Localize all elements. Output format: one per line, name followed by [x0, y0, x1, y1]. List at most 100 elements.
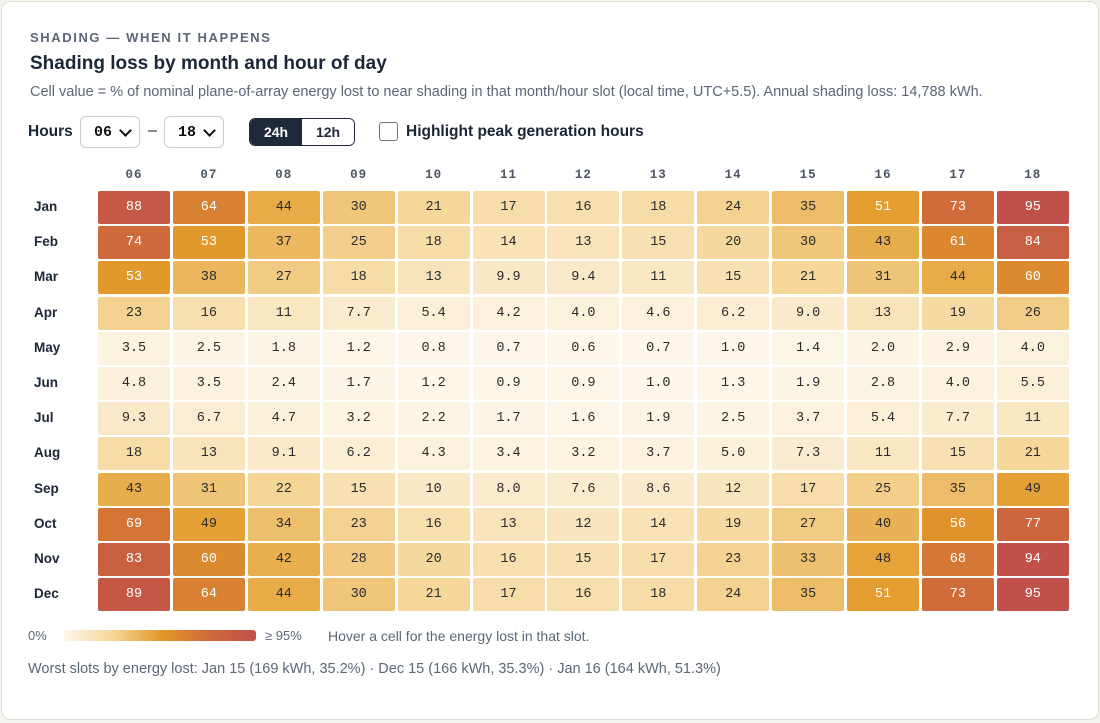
heatmap-cell[interactable]: 15 — [921, 437, 994, 471]
heatmap-cell[interactable]: 1.9 — [772, 367, 845, 400]
heatmap-cell[interactable]: 7.6 — [547, 472, 620, 506]
heatmap-cell[interactable]: 31 — [847, 261, 919, 295]
heatmap-cell[interactable]: 3.2 — [547, 437, 620, 471]
heatmap-cell[interactable]: 51 — [847, 578, 919, 612]
heatmap-cell[interactable]: 77 — [996, 507, 1069, 541]
heatmap-cell[interactable]: 2.4 — [247, 367, 320, 400]
heatmap-cell[interactable]: 56 — [921, 507, 994, 541]
heatmap-cell[interactable]: 1.4 — [772, 331, 845, 365]
heatmap-cell[interactable]: 14 — [622, 507, 695, 541]
heatmap-cell[interactable]: 44 — [921, 261, 994, 295]
heatmap-cell[interactable]: 4.6 — [622, 296, 695, 330]
heatmap-cell[interactable]: 88 — [98, 191, 170, 224]
heatmap-cell[interactable]: 5.5 — [996, 367, 1069, 400]
heatmap-cell[interactable]: 19 — [921, 296, 994, 330]
heatmap-cell[interactable]: 95 — [996, 191, 1069, 224]
heatmap-cell[interactable]: 18 — [622, 191, 695, 224]
heatmap-cell[interactable]: 15 — [547, 543, 620, 576]
heatmap-cell[interactable]: 8.6 — [622, 472, 695, 506]
heatmap-cell[interactable]: 40 — [847, 507, 919, 541]
heatmap-cell[interactable]: 15 — [622, 226, 695, 260]
heatmap-cell[interactable]: 3.7 — [772, 402, 845, 436]
heatmap-cell[interactable]: 24 — [697, 191, 770, 224]
heatmap-cell[interactable]: 8.0 — [472, 472, 545, 506]
heatmap-cell[interactable]: 9.0 — [772, 296, 845, 330]
heatmap-cell[interactable]: 15 — [697, 261, 770, 295]
heatmap-cell[interactable]: 12 — [547, 507, 620, 541]
heatmap-cell[interactable]: 24 — [697, 578, 770, 612]
heatmap-cell[interactable]: 27 — [772, 507, 845, 541]
heatmap-cell[interactable]: 4.0 — [996, 331, 1069, 365]
highlight-peak-label[interactable]: Highlight peak generation hours — [406, 123, 644, 140]
heatmap-cell[interactable]: 17 — [472, 578, 545, 612]
heatmap-cell[interactable]: 73 — [921, 191, 994, 224]
heatmap-cell[interactable]: 1.2 — [322, 331, 395, 365]
heatmap-cell[interactable]: 0.6 — [547, 331, 620, 365]
heatmap-cell[interactable]: 6.2 — [697, 296, 770, 330]
hour-to-select[interactable]: 18 — [164, 116, 224, 148]
heatmap-cell[interactable]: 73 — [921, 578, 994, 612]
heatmap-cell[interactable]: 33 — [772, 543, 845, 576]
heatmap-cell[interactable]: 0.7 — [622, 331, 695, 365]
heatmap-cell[interactable]: 17 — [472, 191, 545, 224]
heatmap-cell[interactable]: 30 — [322, 578, 395, 612]
heatmap-cell[interactable]: 28 — [322, 543, 395, 576]
heatmap-cell[interactable]: 9.9 — [472, 261, 545, 295]
heatmap-cell[interactable]: 95 — [996, 578, 1069, 612]
highlight-peak-checkbox[interactable] — [379, 122, 398, 141]
heatmap-cell[interactable]: 27 — [247, 261, 320, 295]
heatmap-cell[interactable]: 22 — [247, 472, 320, 506]
heatmap-cell[interactable]: 20 — [397, 543, 470, 576]
heatmap-cell[interactable]: 43 — [847, 226, 919, 260]
heatmap-cell[interactable]: 3.7 — [622, 437, 695, 471]
heatmap-cell[interactable]: 7.7 — [921, 402, 994, 436]
hour-from-select[interactable]: 06 — [80, 116, 140, 148]
heatmap-cell[interactable]: 34 — [247, 507, 320, 541]
heatmap-cell[interactable]: 23 — [697, 543, 770, 576]
heatmap-cell[interactable]: 23 — [322, 507, 395, 541]
format-12h-button[interactable]: 12h — [302, 119, 354, 145]
heatmap-cell[interactable]: 2.5 — [697, 402, 770, 436]
heatmap-cell[interactable]: 25 — [322, 226, 395, 260]
heatmap-cell[interactable]: 15 — [322, 472, 395, 506]
heatmap-cell[interactable]: 4.8 — [98, 367, 170, 400]
heatmap-cell[interactable]: 94 — [996, 543, 1069, 576]
heatmap-cell[interactable]: 9.1 — [247, 437, 320, 471]
heatmap-cell[interactable]: 2.8 — [847, 367, 919, 400]
heatmap-cell[interactable]: 51 — [847, 191, 919, 224]
heatmap-cell[interactable]: 11 — [247, 296, 320, 330]
heatmap-cell[interactable]: 6.2 — [322, 437, 395, 471]
heatmap-cell[interactable]: 17 — [622, 543, 695, 576]
heatmap-cell[interactable]: 3.4 — [472, 437, 545, 471]
heatmap-cell[interactable]: 0.8 — [397, 331, 470, 365]
heatmap-cell[interactable]: 18 — [98, 437, 170, 471]
heatmap-cell[interactable]: 64 — [172, 578, 245, 612]
heatmap-cell[interactable]: 4.3 — [397, 437, 470, 471]
heatmap-cell[interactable]: 16 — [547, 191, 620, 224]
heatmap-cell[interactable]: 17 — [772, 472, 845, 506]
heatmap-cell[interactable]: 30 — [772, 226, 845, 260]
heatmap-cell[interactable]: 3.2 — [322, 402, 395, 436]
heatmap-cell[interactable]: 18 — [397, 226, 470, 260]
heatmap-cell[interactable]: 14 — [472, 226, 545, 260]
heatmap-cell[interactable]: 1.9 — [622, 402, 695, 436]
heatmap-cell[interactable]: 69 — [98, 507, 170, 541]
heatmap-cell[interactable]: 38 — [172, 261, 245, 295]
heatmap-cell[interactable]: 3.5 — [172, 367, 245, 400]
heatmap-cell[interactable]: 23 — [98, 296, 170, 330]
heatmap-cell[interactable]: 49 — [996, 472, 1069, 506]
heatmap-cell[interactable]: 5.4 — [847, 402, 919, 436]
heatmap-cell[interactable]: 30 — [322, 191, 395, 224]
heatmap-cell[interactable]: 13 — [397, 261, 470, 295]
heatmap-cell[interactable]: 16 — [397, 507, 470, 541]
heatmap-cell[interactable]: 13 — [172, 437, 245, 471]
heatmap-cell[interactable]: 7.7 — [322, 296, 395, 330]
format-24h-button[interactable]: 24h — [250, 119, 302, 145]
heatmap-cell[interactable]: 20 — [697, 226, 770, 260]
heatmap-cell[interactable]: 49 — [172, 507, 245, 541]
heatmap-cell[interactable]: 9.3 — [98, 402, 170, 436]
heatmap-cell[interactable]: 4.0 — [921, 367, 994, 400]
heatmap-cell[interactable]: 16 — [172, 296, 245, 330]
heatmap-cell[interactable]: 84 — [996, 226, 1069, 260]
heatmap-cell[interactable]: 64 — [172, 191, 245, 224]
